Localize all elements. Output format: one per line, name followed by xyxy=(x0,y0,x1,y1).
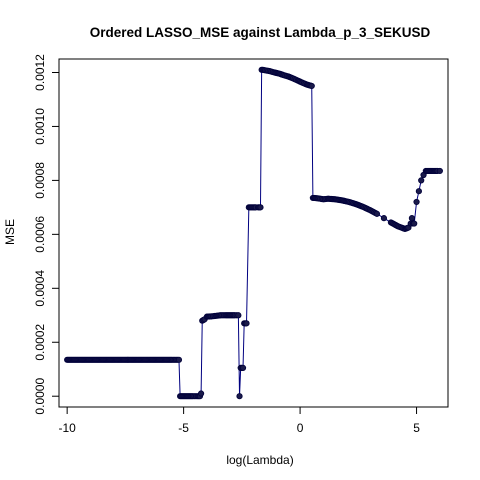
x-tick-label: 0 xyxy=(297,421,304,435)
data-point xyxy=(408,215,415,222)
data-point xyxy=(415,188,422,195)
y-tick-label: 0.0008 xyxy=(33,162,47,199)
series-layer xyxy=(64,66,443,400)
data-point xyxy=(236,393,243,400)
data-point xyxy=(239,364,247,371)
y-tick-label: 0.0004 xyxy=(33,270,47,307)
data-point xyxy=(413,198,420,206)
x-tick-label: -5 xyxy=(178,421,189,435)
y-axis: 0.0000 0.0002 0.0004 0.0006 0.0008 0.0010 0.00… xyxy=(33,54,60,415)
data-point xyxy=(380,215,388,222)
x-tick-label: -10 xyxy=(58,421,76,435)
data-point xyxy=(257,204,264,211)
plot-frame xyxy=(58,58,449,408)
y-tick-label: 0.0000 xyxy=(33,378,47,415)
chart-title: Ordered LASSO_MSE against Lambda_p_3_SEK… xyxy=(90,25,431,40)
y-tick-label: 0.0002 xyxy=(33,324,47,361)
data-point xyxy=(436,167,443,175)
x-tick-label: 5 xyxy=(413,421,420,435)
data-point xyxy=(243,320,250,327)
data-point xyxy=(373,210,381,217)
data-point xyxy=(418,177,425,184)
y-axis-label: MSE xyxy=(3,219,17,245)
y-tick-label: 0.0006 xyxy=(33,216,47,253)
x-axis-label: log(Lambda) xyxy=(226,453,293,467)
y-tick-label: 0.0012 xyxy=(33,54,47,91)
data-point xyxy=(197,390,205,397)
data-point xyxy=(308,82,315,90)
y-tick-label: 0.0010 xyxy=(33,108,47,145)
data-point xyxy=(175,356,183,363)
data-point xyxy=(235,312,242,319)
data-point xyxy=(411,220,418,227)
